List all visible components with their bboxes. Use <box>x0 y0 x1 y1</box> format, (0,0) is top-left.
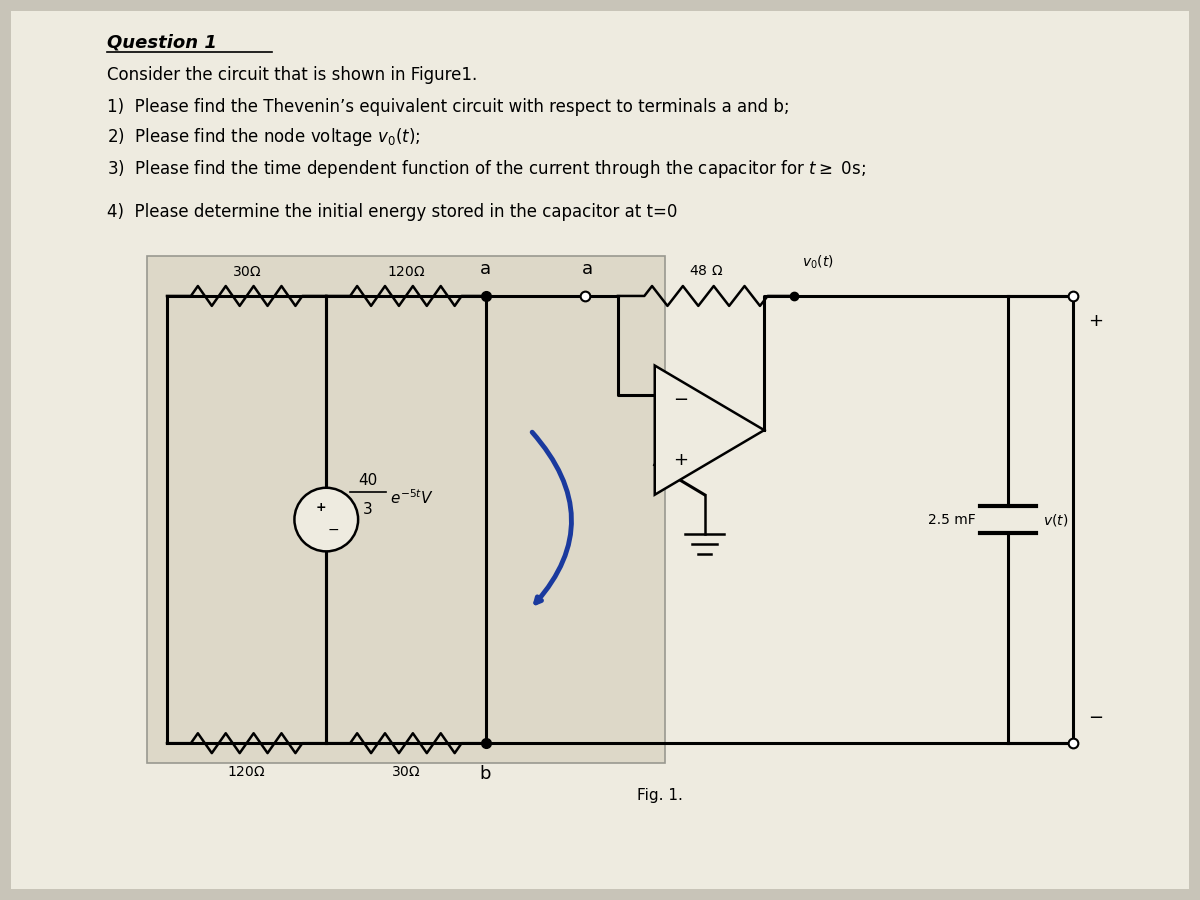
Text: −: − <box>328 523 340 536</box>
FancyBboxPatch shape <box>11 11 1189 889</box>
Polygon shape <box>655 365 764 495</box>
Text: a: a <box>480 260 491 278</box>
Text: 3: 3 <box>364 502 373 518</box>
Text: Fig. 1.: Fig. 1. <box>637 788 683 803</box>
Text: a: a <box>582 260 593 278</box>
Text: 3)  Please find the time dependent function of the current through the capacitor: 3) Please find the time dependent functi… <box>107 158 866 180</box>
Text: 2.5 mF: 2.5 mF <box>929 513 977 526</box>
Text: $v_0(t)$: $v_0(t)$ <box>802 254 834 271</box>
Text: 40: 40 <box>359 472 378 488</box>
Text: 2)  Please find the node voltage $v_0(t)$;: 2) Please find the node voltage $v_0(t)$… <box>107 126 421 148</box>
Text: 1)  Please find the Thevenin’s equivalent circuit with respect to terminals a an: 1) Please find the Thevenin’s equivalent… <box>107 98 790 116</box>
Text: 30$\Omega$: 30$\Omega$ <box>232 266 262 279</box>
Text: 4)  Please determine the initial energy stored in the capacitor at t=0: 4) Please determine the initial energy s… <box>107 203 678 221</box>
Text: +: + <box>1087 311 1103 329</box>
Text: +: + <box>673 451 688 469</box>
Text: $v(t)$: $v(t)$ <box>1043 511 1068 527</box>
Text: −: − <box>673 392 688 410</box>
Circle shape <box>294 488 358 552</box>
Text: 30$\Omega$: 30$\Omega$ <box>391 765 421 779</box>
Text: 48 $\Omega$: 48 $\Omega$ <box>689 264 724 278</box>
Text: −: − <box>1087 709 1103 727</box>
Text: Consider the circuit that is shown in Figure1.: Consider the circuit that is shown in Fi… <box>107 67 478 85</box>
Text: 120$\Omega$: 120$\Omega$ <box>386 266 425 279</box>
Text: +: + <box>316 501 326 514</box>
Text: 120$\Omega$: 120$\Omega$ <box>227 765 266 779</box>
Text: $e^{-5t}V$: $e^{-5t}V$ <box>390 489 433 507</box>
Text: Question 1: Question 1 <box>107 33 217 51</box>
Text: b: b <box>480 765 491 783</box>
FancyBboxPatch shape <box>148 256 665 763</box>
